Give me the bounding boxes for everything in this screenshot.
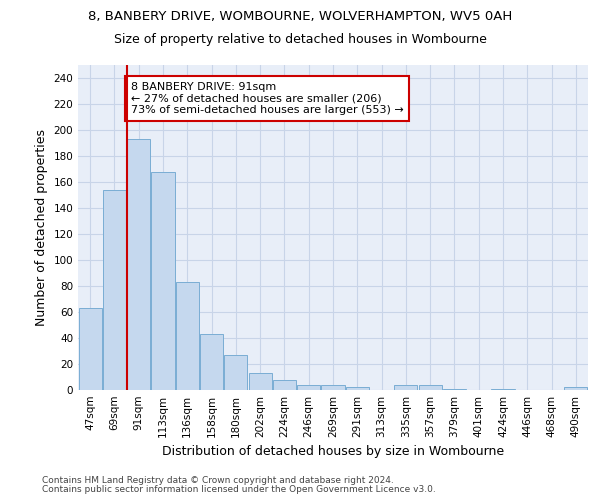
Bar	[419, 385, 442, 390]
Bar	[79, 308, 101, 390]
Bar	[176, 282, 199, 390]
Text: 8, BANBERY DRIVE, WOMBOURNE, WOLVERHAMPTON, WV5 0AH: 8, BANBERY DRIVE, WOMBOURNE, WOLVERHAMPT…	[88, 10, 512, 23]
X-axis label: Distribution of detached houses by size in Wombourne: Distribution of detached houses by size …	[162, 446, 504, 458]
Bar	[443, 388, 466, 390]
Bar	[103, 190, 126, 390]
Bar	[248, 373, 272, 390]
Text: Contains public sector information licensed under the Open Government Licence v3: Contains public sector information licen…	[42, 485, 436, 494]
Bar	[346, 388, 369, 390]
Bar	[322, 385, 344, 390]
Bar	[200, 334, 223, 390]
Text: Size of property relative to detached houses in Wombourne: Size of property relative to detached ho…	[113, 32, 487, 46]
Text: Contains HM Land Registry data © Crown copyright and database right 2024.: Contains HM Land Registry data © Crown c…	[42, 476, 394, 485]
Bar	[127, 139, 150, 390]
Bar	[224, 355, 247, 390]
Bar	[491, 388, 515, 390]
Bar	[297, 385, 320, 390]
Bar	[273, 380, 296, 390]
Bar	[565, 388, 587, 390]
Bar	[151, 172, 175, 390]
Y-axis label: Number of detached properties: Number of detached properties	[35, 129, 48, 326]
Text: 8 BANBERY DRIVE: 91sqm
← 27% of detached houses are smaller (206)
73% of semi-de: 8 BANBERY DRIVE: 91sqm ← 27% of detached…	[131, 82, 404, 115]
Bar	[394, 385, 418, 390]
